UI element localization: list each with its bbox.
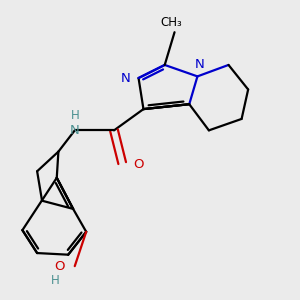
Text: CH₃: CH₃ xyxy=(160,16,182,29)
Text: N: N xyxy=(121,71,130,85)
Text: N: N xyxy=(70,124,80,137)
Text: O: O xyxy=(134,158,144,171)
Text: H: H xyxy=(70,109,79,122)
Text: H: H xyxy=(51,274,59,287)
Text: N: N xyxy=(195,58,205,71)
Text: O: O xyxy=(54,260,65,273)
